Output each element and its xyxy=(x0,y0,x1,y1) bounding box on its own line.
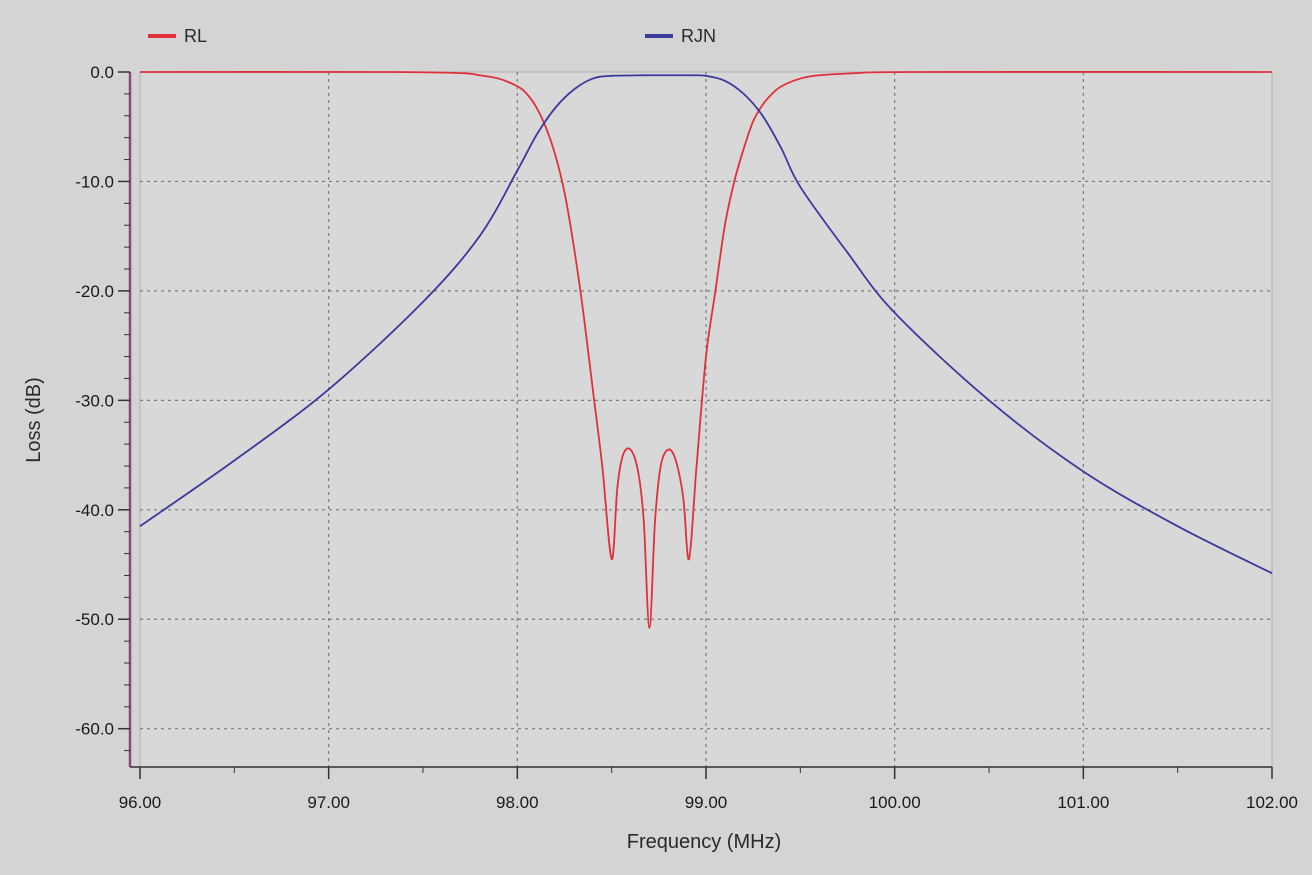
series-lines xyxy=(139,71,1273,629)
x-axis-title: Frequency (MHz) xyxy=(627,831,781,853)
legend-label-rl: RL xyxy=(184,26,207,46)
series-line-rl xyxy=(139,71,1273,629)
x-tick-label: 97.00 xyxy=(307,793,350,812)
plot-area xyxy=(139,71,1273,768)
legend-label-rjn: RJN xyxy=(681,26,716,46)
x-ticks: 96.00 97.00 98.00 99.00 100.00 101.00 102.00 xyxy=(119,767,1298,812)
y-tick-label: -20.0 xyxy=(75,282,114,301)
x-tick-label: 96.00 xyxy=(119,793,162,812)
x-tick-label: 102.00 xyxy=(1246,793,1298,812)
x-tick-label: 101.00 xyxy=(1057,793,1109,812)
x-tick-label: 100.00 xyxy=(869,793,921,812)
y-axis-title: Loss (dB) xyxy=(23,377,45,463)
y-ticks: 0.0 -10.0 -20.0 -30.0 -40.0 -50.0 -60.0 xyxy=(75,63,130,752)
x-tick-label: 98.00 xyxy=(496,793,539,812)
y-tick-label: -60.0 xyxy=(75,720,114,739)
y-tick-label: -10.0 xyxy=(75,172,114,191)
legend: RL RJN xyxy=(148,26,716,46)
y-tick-label: -30.0 xyxy=(75,391,114,410)
x-tick-label: 99.00 xyxy=(685,793,728,812)
y-tick-label: -40.0 xyxy=(75,501,114,520)
y-tick-label: -50.0 xyxy=(75,610,114,629)
y-tick-label: 0.0 xyxy=(90,63,114,82)
series-line-rjn xyxy=(139,74,1273,575)
